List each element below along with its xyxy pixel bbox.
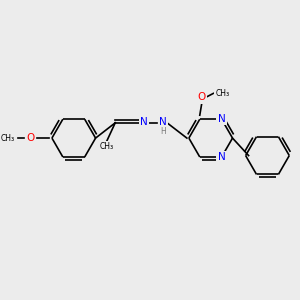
Text: CH₃: CH₃ (99, 142, 114, 151)
Text: H: H (160, 127, 166, 136)
Text: N: N (159, 117, 167, 127)
Text: O: O (198, 92, 206, 102)
Text: N: N (218, 114, 226, 124)
Text: N: N (218, 152, 226, 162)
Text: O: O (26, 133, 34, 143)
Text: CH₃: CH₃ (0, 134, 14, 142)
Text: CH₃: CH₃ (215, 89, 230, 98)
Text: N: N (140, 117, 148, 127)
